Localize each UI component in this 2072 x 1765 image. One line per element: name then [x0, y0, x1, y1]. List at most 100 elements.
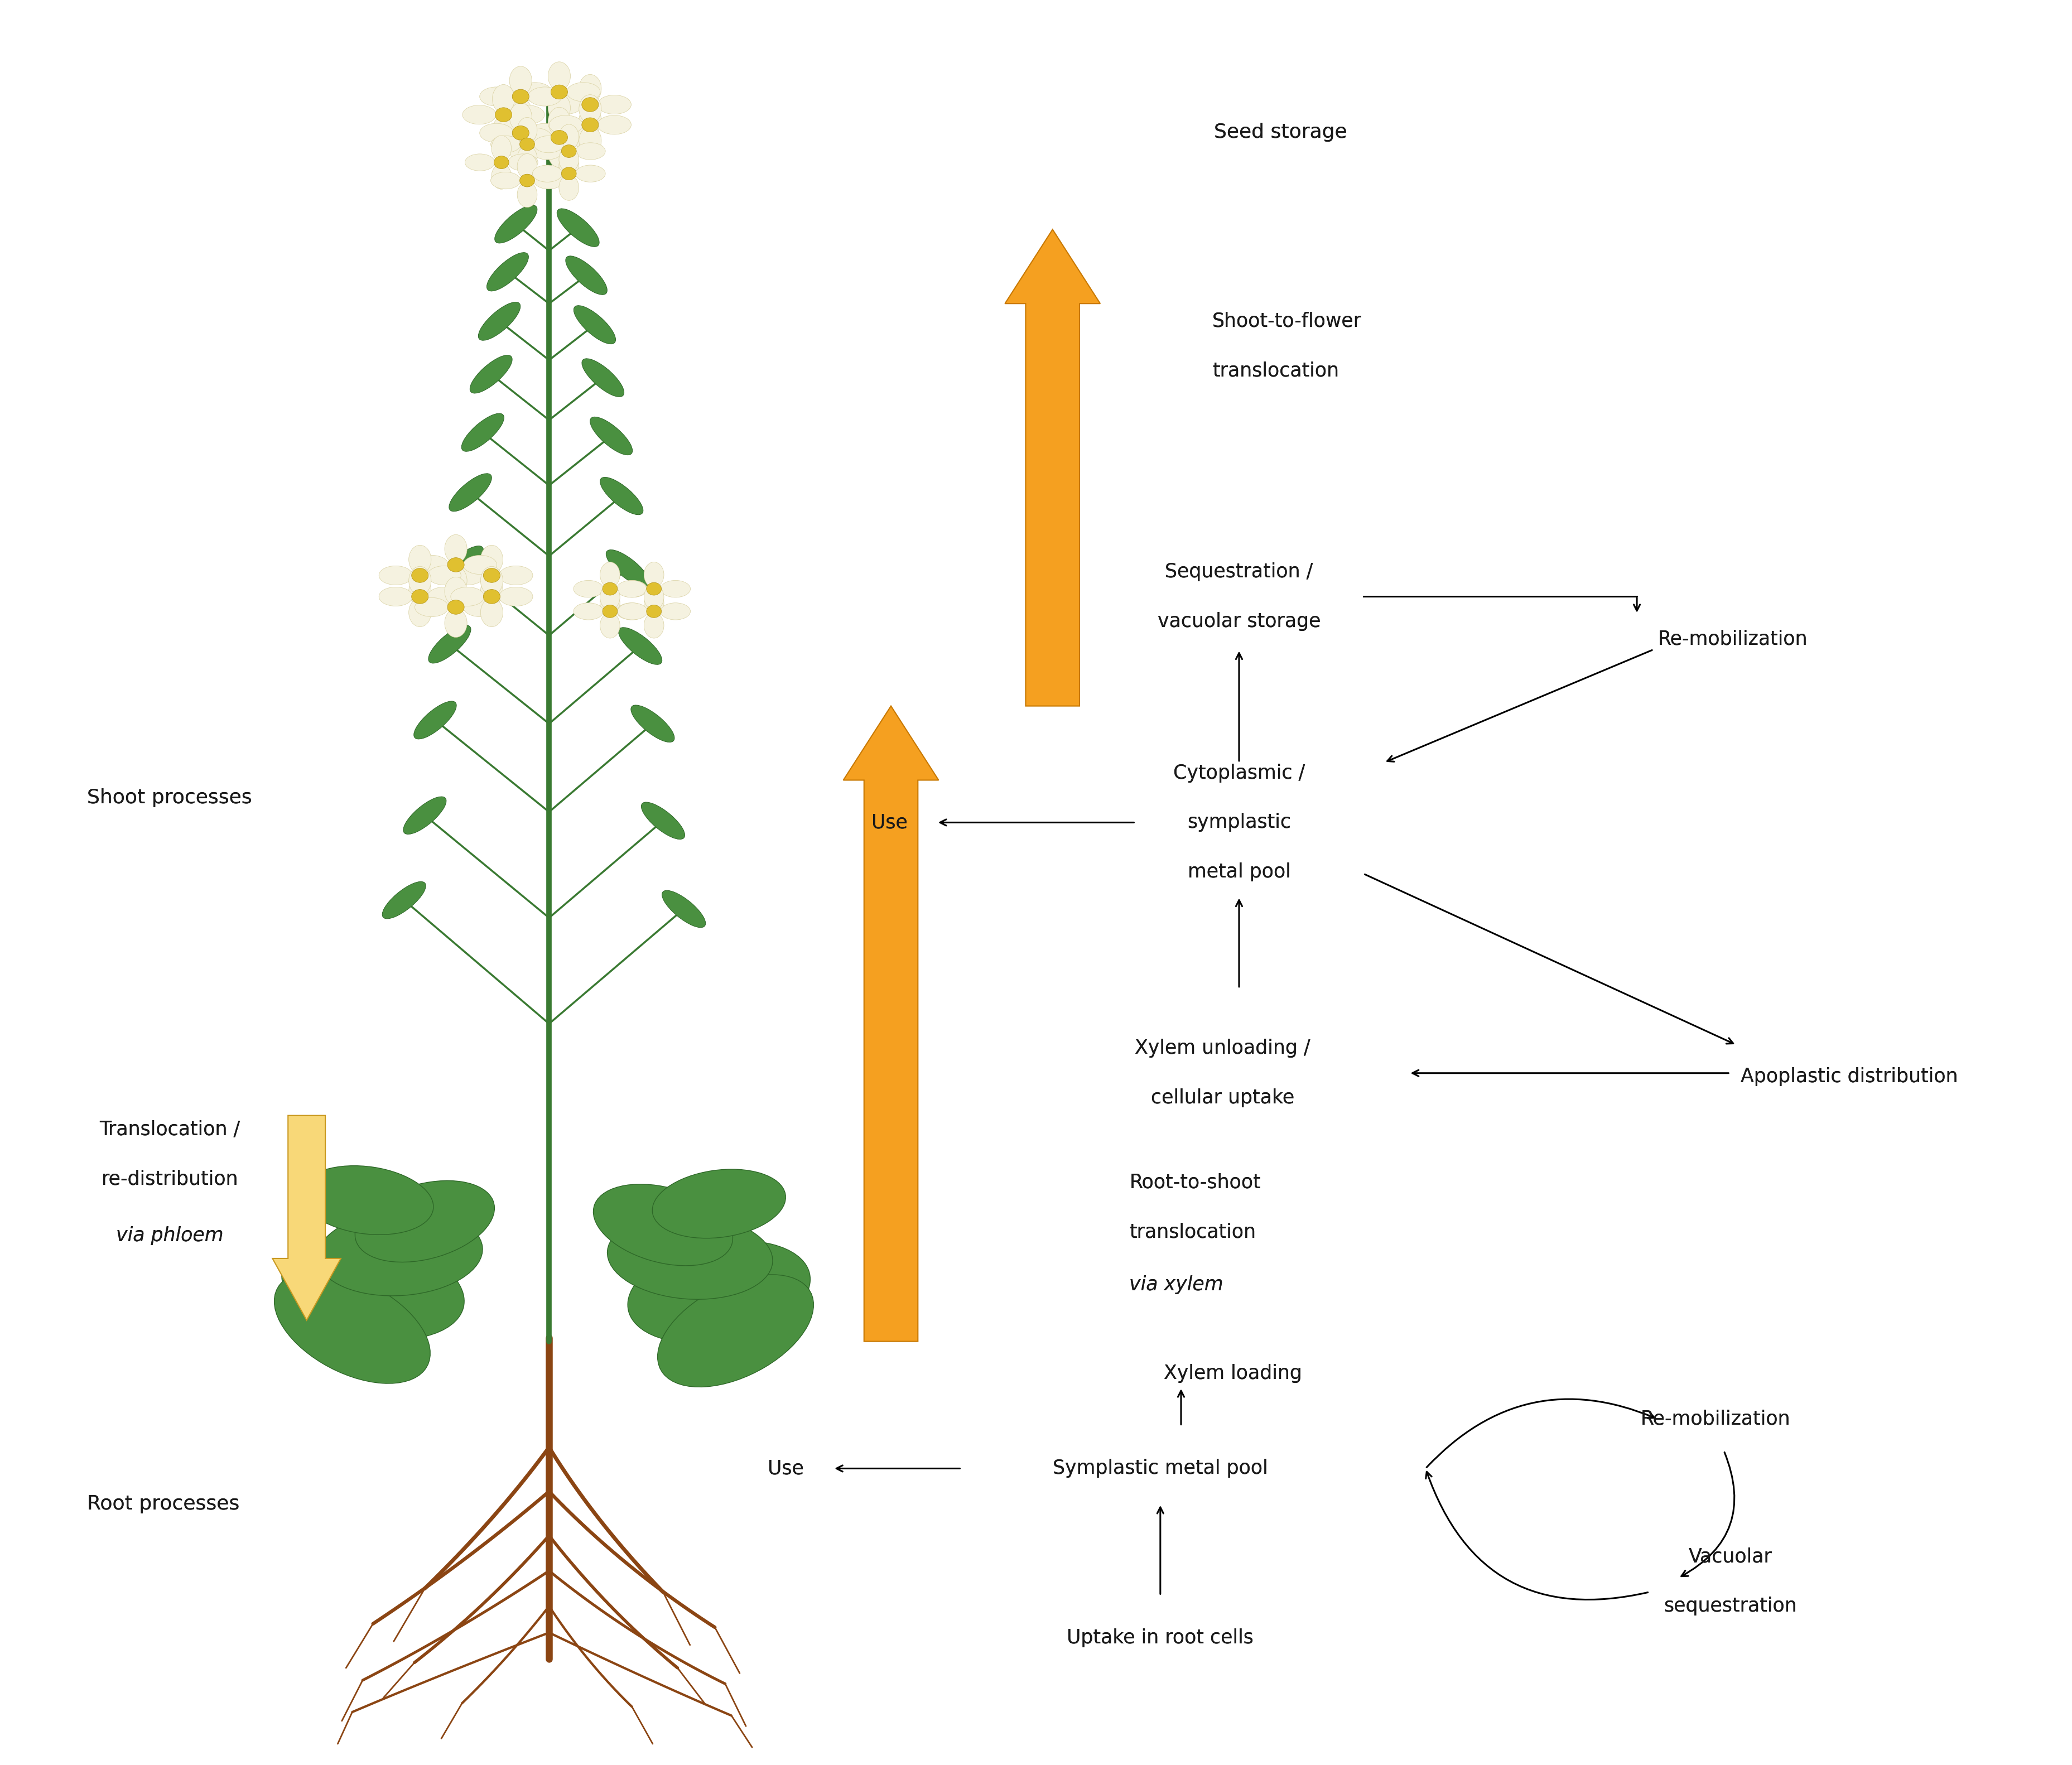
Ellipse shape [282, 1237, 464, 1340]
Text: Root processes: Root processes [87, 1495, 240, 1513]
Text: Re-mobilization: Re-mobilization [1641, 1410, 1790, 1428]
Circle shape [412, 590, 429, 604]
Text: Symplastic metal pool: Symplastic metal pool [1053, 1460, 1268, 1477]
Ellipse shape [510, 134, 533, 162]
Ellipse shape [605, 549, 651, 588]
Ellipse shape [414, 701, 456, 740]
Ellipse shape [578, 106, 601, 134]
Ellipse shape [644, 590, 663, 616]
Polygon shape [1005, 229, 1100, 706]
Circle shape [603, 605, 617, 618]
Text: sequestration: sequestration [1664, 1597, 1796, 1615]
Ellipse shape [445, 609, 466, 637]
Ellipse shape [578, 127, 601, 155]
Text: re-distribution: re-distribution [102, 1170, 238, 1188]
Text: Shoot-to-flower: Shoot-to-flower [1212, 312, 1361, 330]
Ellipse shape [379, 567, 412, 584]
Circle shape [483, 590, 499, 604]
Circle shape [582, 97, 599, 111]
Text: translocation: translocation [1212, 362, 1339, 379]
Text: translocation: translocation [1129, 1223, 1256, 1241]
Ellipse shape [462, 106, 495, 124]
Ellipse shape [630, 704, 675, 743]
Text: Re-mobilization: Re-mobilization [1641, 1410, 1790, 1428]
Ellipse shape [518, 154, 537, 178]
Ellipse shape [547, 94, 570, 122]
Ellipse shape [597, 95, 632, 115]
Ellipse shape [495, 205, 537, 244]
Circle shape [493, 155, 510, 169]
Text: Uptake in root cells: Uptake in root cells [1067, 1629, 1254, 1647]
Text: Re-mobilization: Re-mobilization [1658, 630, 1807, 648]
Circle shape [448, 558, 464, 572]
Ellipse shape [491, 171, 520, 189]
Ellipse shape [493, 85, 514, 113]
Ellipse shape [481, 545, 503, 574]
Text: metal pool: metal pool [1187, 863, 1291, 881]
Ellipse shape [653, 1168, 785, 1239]
Ellipse shape [559, 175, 578, 201]
Ellipse shape [445, 535, 466, 563]
Text: via phloem: via phloem [116, 1227, 224, 1244]
Ellipse shape [510, 102, 533, 131]
Circle shape [483, 568, 499, 582]
Text: Uptake in root cells: Uptake in root cells [1067, 1629, 1254, 1647]
Ellipse shape [404, 796, 445, 835]
Circle shape [646, 605, 661, 618]
Text: vacuolar storage: vacuolar storage [1158, 612, 1320, 630]
Ellipse shape [414, 598, 448, 616]
Text: cellular uptake: cellular uptake [1150, 1089, 1295, 1107]
Ellipse shape [300, 1165, 433, 1236]
Text: Translocation /: Translocation / [99, 1121, 240, 1138]
Circle shape [603, 582, 617, 595]
Text: Sequestration /: Sequestration / [1164, 563, 1314, 581]
Ellipse shape [566, 83, 601, 102]
Ellipse shape [644, 561, 663, 588]
Ellipse shape [628, 1241, 810, 1343]
Ellipse shape [491, 164, 512, 189]
Circle shape [520, 138, 535, 150]
Circle shape [448, 600, 464, 614]
Ellipse shape [578, 74, 601, 102]
Ellipse shape [317, 1211, 483, 1296]
Text: Cytoplasmic /: Cytoplasmic / [1173, 764, 1305, 782]
Text: Xylem unloading /: Xylem unloading / [1135, 1040, 1310, 1057]
Ellipse shape [582, 358, 624, 397]
Ellipse shape [429, 625, 470, 664]
Circle shape [562, 145, 576, 157]
Ellipse shape [547, 139, 570, 168]
Ellipse shape [644, 584, 663, 611]
Text: sequestration: sequestration [1664, 1597, 1796, 1615]
Ellipse shape [479, 86, 514, 106]
Circle shape [646, 582, 661, 595]
Ellipse shape [499, 567, 533, 584]
Ellipse shape [493, 116, 514, 145]
Ellipse shape [470, 355, 512, 394]
Circle shape [512, 125, 528, 139]
Polygon shape [274, 1115, 340, 1320]
Text: symplastic: symplastic [1187, 814, 1291, 831]
Ellipse shape [445, 577, 466, 605]
Circle shape [412, 568, 429, 582]
Text: translocation: translocation [1212, 362, 1339, 379]
Ellipse shape [574, 581, 603, 597]
Ellipse shape [640, 801, 686, 840]
Ellipse shape [464, 556, 497, 574]
Ellipse shape [617, 581, 646, 597]
Ellipse shape [601, 612, 620, 639]
Ellipse shape [510, 99, 533, 127]
Ellipse shape [547, 108, 570, 136]
Circle shape [582, 118, 599, 132]
Text: Translocation /: Translocation / [99, 1121, 240, 1138]
Text: Shoot processes: Shoot processes [87, 789, 253, 807]
Ellipse shape [535, 136, 564, 154]
Circle shape [551, 131, 568, 145]
Circle shape [495, 108, 512, 122]
Text: Apoplastic distribution: Apoplastic distribution [1740, 1068, 1958, 1085]
Ellipse shape [533, 143, 562, 159]
Ellipse shape [518, 118, 537, 143]
Ellipse shape [535, 171, 564, 189]
Ellipse shape [408, 577, 431, 605]
Ellipse shape [408, 545, 431, 574]
Ellipse shape [601, 584, 620, 611]
